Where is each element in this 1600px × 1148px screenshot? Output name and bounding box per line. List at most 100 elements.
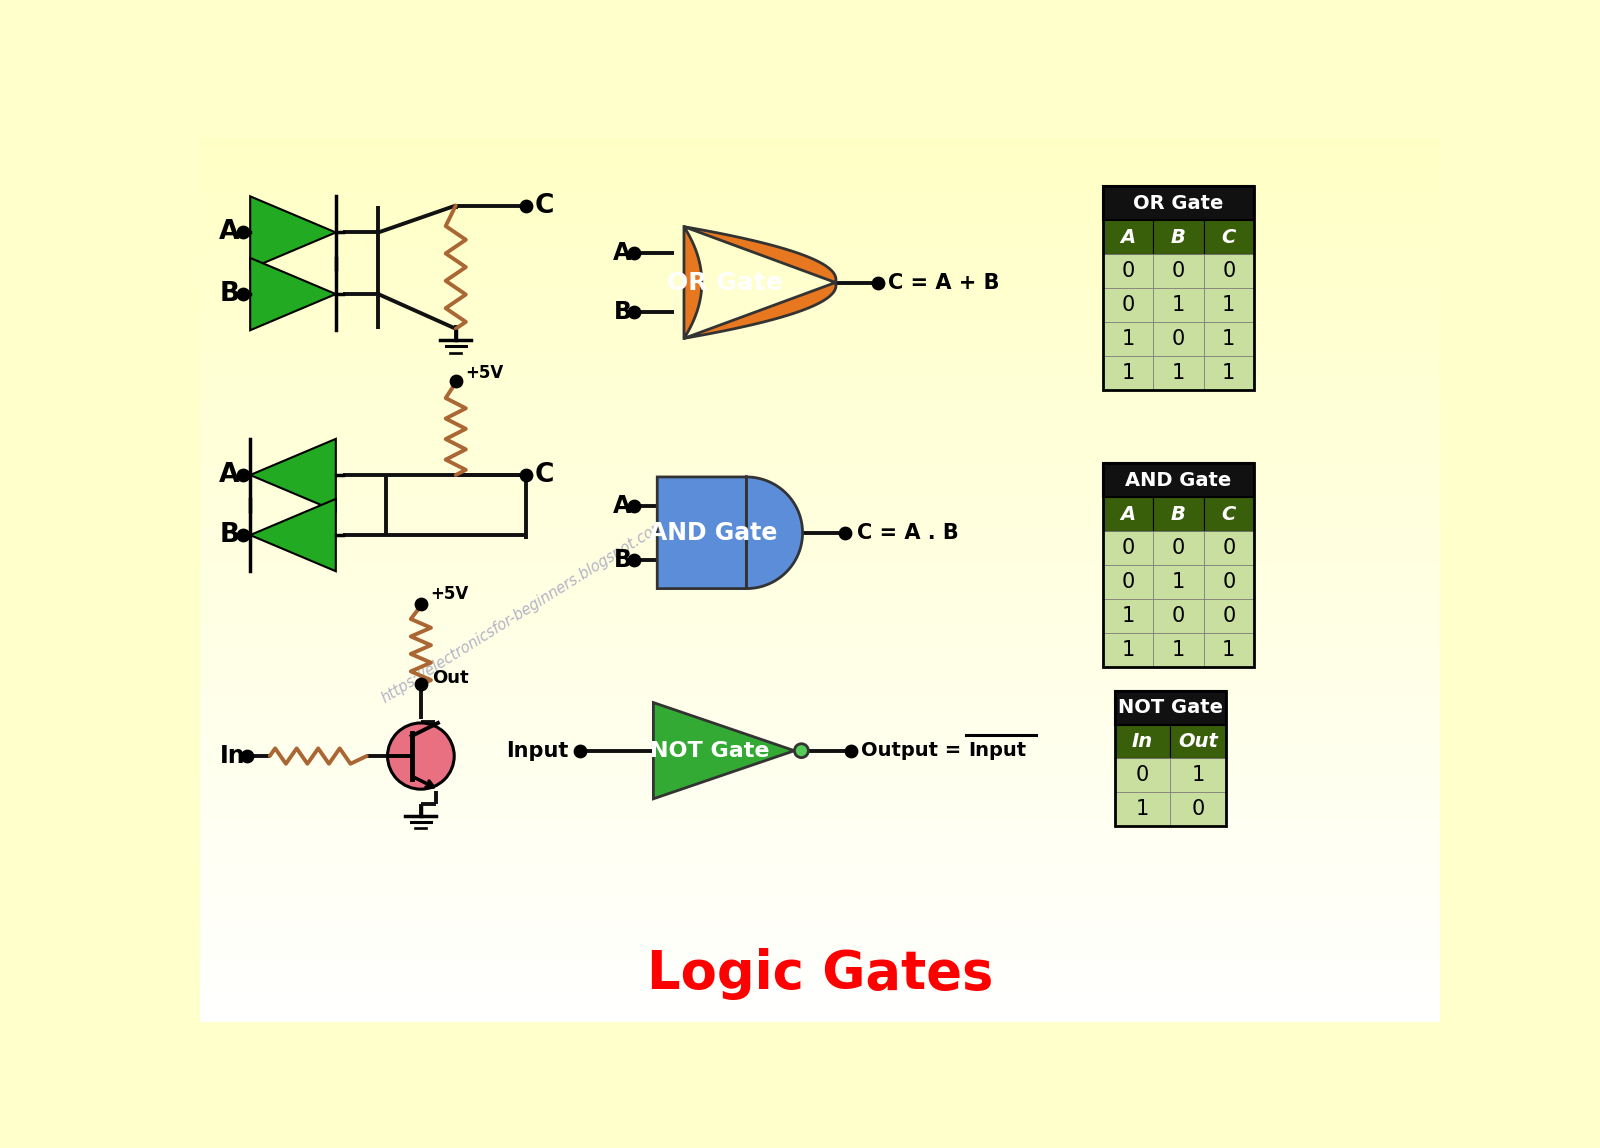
Text: A: A [219,461,240,488]
FancyBboxPatch shape [1170,759,1226,792]
FancyBboxPatch shape [1154,633,1203,667]
FancyBboxPatch shape [1203,599,1254,633]
Text: Out: Out [1178,732,1218,751]
FancyBboxPatch shape [1170,792,1226,827]
Text: A: A [1120,505,1136,523]
Text: A: A [219,219,240,246]
FancyBboxPatch shape [1102,186,1254,220]
FancyBboxPatch shape [1102,599,1154,633]
Point [443,372,469,390]
FancyBboxPatch shape [1154,497,1203,532]
Circle shape [387,723,454,789]
Text: Output =: Output = [861,742,968,760]
FancyBboxPatch shape [1115,759,1170,792]
FancyBboxPatch shape [1203,356,1254,389]
Circle shape [795,744,808,758]
Text: B: B [219,281,240,307]
Text: 0: 0 [1171,606,1186,626]
Text: 0: 0 [1222,572,1235,592]
FancyBboxPatch shape [1154,321,1203,356]
FancyBboxPatch shape [1115,691,1226,724]
Text: 0: 0 [1171,328,1186,349]
Text: 0: 0 [1171,261,1186,281]
Point [408,595,434,613]
Point [230,285,256,303]
Polygon shape [250,439,336,511]
Text: Input: Input [968,742,1026,760]
Text: A: A [613,241,632,265]
Text: 0: 0 [1122,261,1134,281]
Text: 1: 1 [1122,639,1134,660]
FancyBboxPatch shape [1102,288,1154,321]
FancyBboxPatch shape [1154,532,1203,565]
Text: 0: 0 [1122,572,1134,592]
Text: A: A [1120,227,1136,247]
FancyBboxPatch shape [1170,724,1226,759]
FancyBboxPatch shape [1102,464,1254,497]
Polygon shape [683,226,835,339]
Point [230,223,256,242]
Text: OR Gate: OR Gate [1133,194,1224,212]
FancyBboxPatch shape [1203,497,1254,532]
FancyBboxPatch shape [1115,792,1170,827]
FancyBboxPatch shape [1203,633,1254,667]
Point [832,523,858,542]
Text: C = A . B: C = A . B [858,522,958,543]
FancyBboxPatch shape [1102,497,1154,532]
FancyBboxPatch shape [1203,254,1254,288]
Text: https://electronicsfor-beginners.blogspot.com/: https://electronicsfor-beginners.blogspo… [378,514,674,706]
FancyBboxPatch shape [1203,288,1254,321]
Text: 1: 1 [1122,328,1134,349]
Polygon shape [653,703,795,799]
Polygon shape [658,476,803,589]
FancyBboxPatch shape [1154,356,1203,389]
Point [866,273,891,292]
Text: OR Gate: OR Gate [667,271,782,295]
Text: C = A + B: C = A + B [888,272,1000,293]
FancyBboxPatch shape [1154,565,1203,599]
Text: 0: 0 [1222,606,1235,626]
FancyBboxPatch shape [1102,565,1154,599]
Text: 1: 1 [1171,639,1186,660]
Text: 1: 1 [1222,328,1235,349]
Point [621,245,646,263]
Text: 1: 1 [1171,363,1186,382]
Text: B: B [1171,227,1186,247]
Text: C: C [534,193,554,218]
FancyBboxPatch shape [1154,599,1203,633]
Text: 1: 1 [1122,606,1134,626]
Polygon shape [250,499,336,572]
Point [621,303,646,321]
Text: 1: 1 [1136,799,1149,820]
FancyBboxPatch shape [1102,633,1154,667]
FancyBboxPatch shape [1102,220,1154,254]
Point [621,497,646,515]
Point [621,551,646,569]
Text: 1: 1 [1222,363,1235,382]
Text: B: B [613,548,632,572]
Point [230,466,256,484]
Text: B: B [613,300,632,324]
Text: 0: 0 [1171,538,1186,558]
FancyBboxPatch shape [1203,321,1254,356]
Text: 0: 0 [1222,261,1235,281]
Text: +5V: +5V [466,364,504,381]
Text: In: In [1131,732,1154,751]
FancyBboxPatch shape [1203,532,1254,565]
FancyBboxPatch shape [1203,220,1254,254]
Point [230,526,256,544]
FancyBboxPatch shape [1154,254,1203,288]
FancyBboxPatch shape [1154,288,1203,321]
Text: Logic Gates: Logic Gates [646,948,994,1000]
Text: 1: 1 [1192,766,1205,785]
FancyBboxPatch shape [1154,220,1203,254]
Text: In: In [219,744,245,768]
Text: 0: 0 [1136,766,1149,785]
Text: 0: 0 [1192,799,1205,820]
Text: 1: 1 [1222,639,1235,660]
Point [838,742,864,760]
Point [234,747,259,766]
Text: 1: 1 [1171,572,1186,592]
Text: 0: 0 [1122,538,1134,558]
Text: 1: 1 [1222,295,1235,315]
